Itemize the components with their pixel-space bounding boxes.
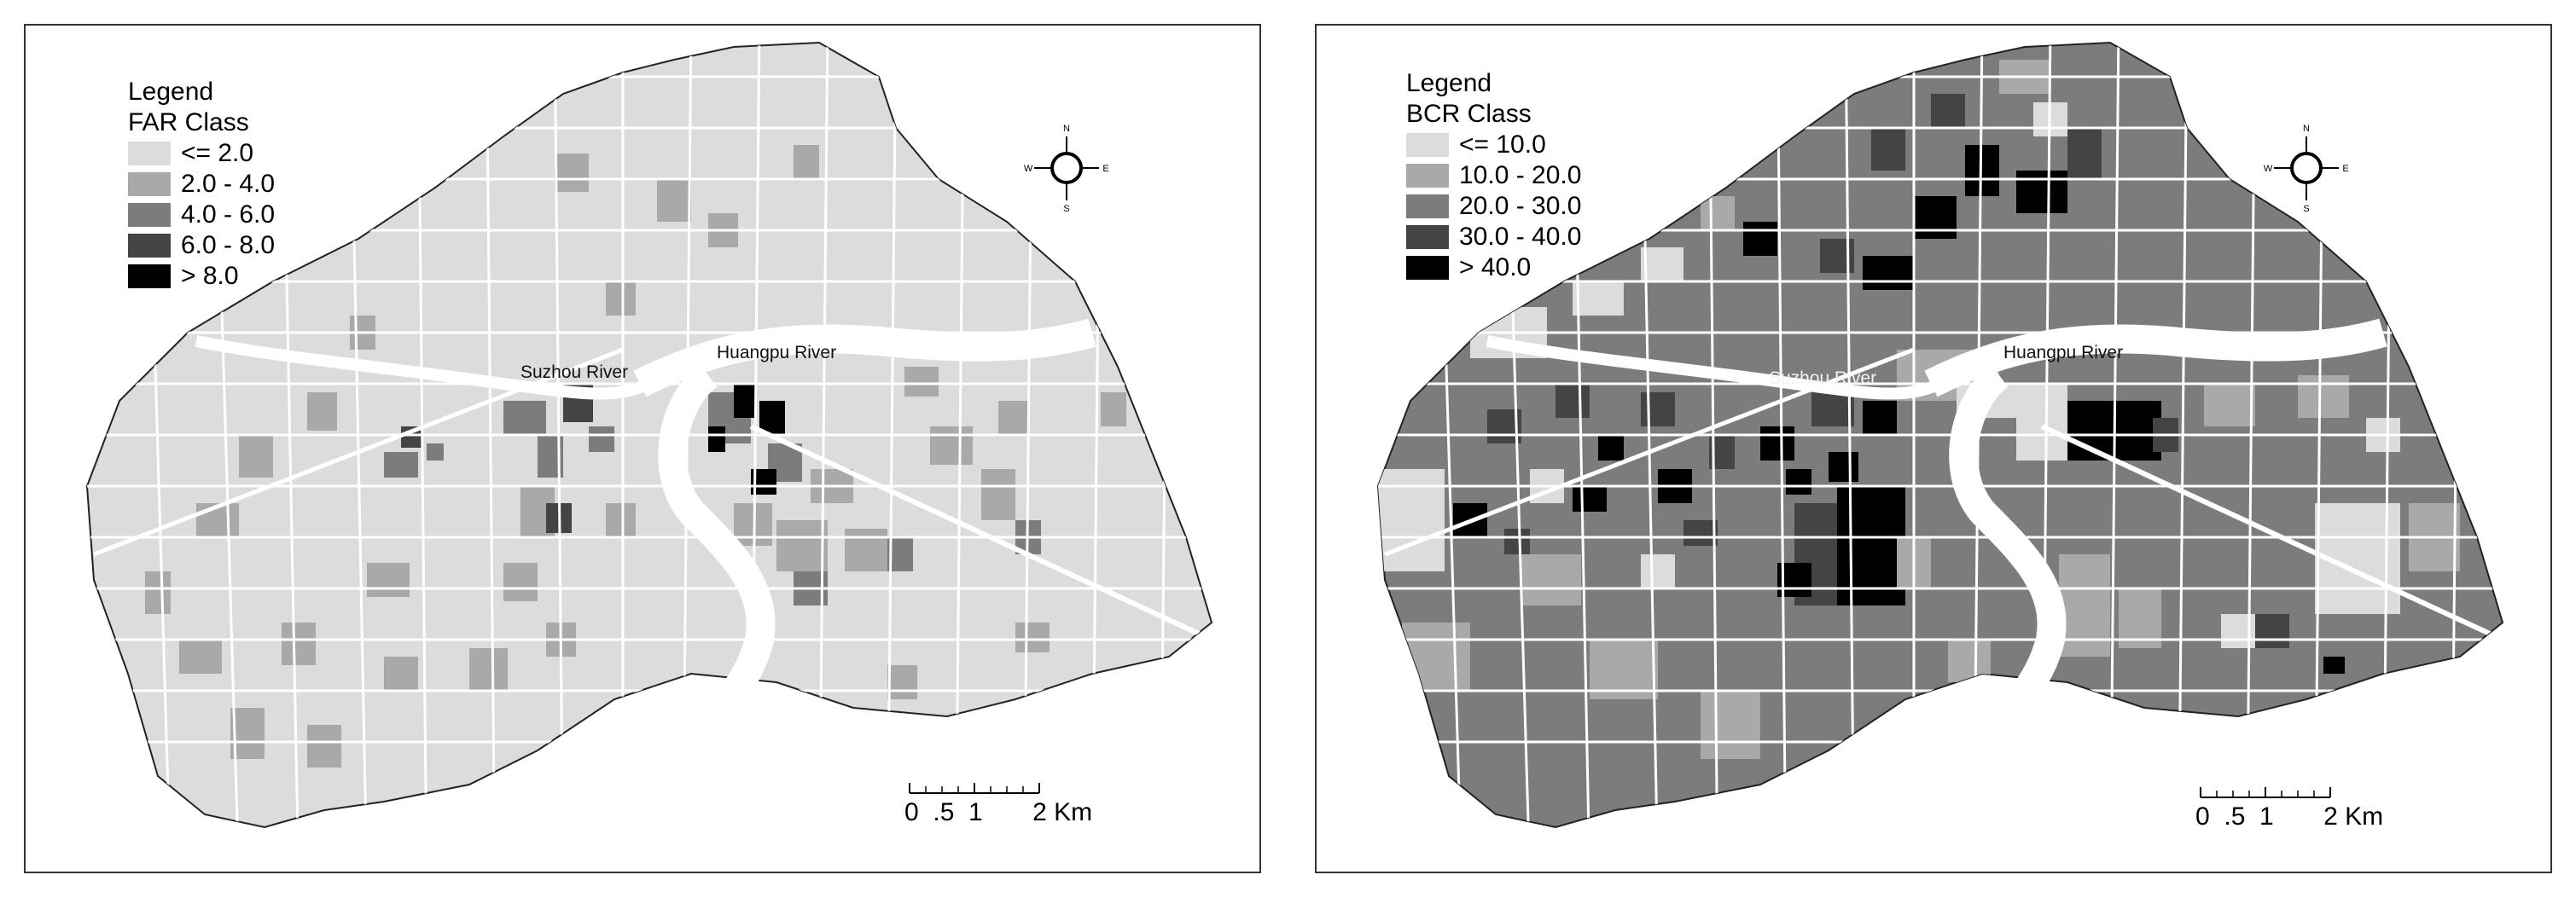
- bcr-map-panel: Legend BCR Class <= 10.0 10.0 - 20.0 20.…: [1315, 24, 2552, 873]
- scale-bar: 0 .5 1 2 Km: [2195, 780, 2383, 831]
- scale-ticks: 0 .5 1 2: [904, 798, 1047, 826]
- legend-label: 10.0 - 20.0: [1459, 161, 1582, 189]
- huangpu-river-lower: [1949, 363, 2067, 716]
- compass-s: S: [1063, 204, 1069, 213]
- scale-bar-label: 0 .5 1 2 Km: [2195, 802, 2383, 831]
- north-arrow-icon: N S E W: [1024, 119, 1109, 214]
- compass-s: S: [2303, 204, 2309, 213]
- scale-bar: 0 .5 1 2 Km: [904, 776, 1092, 827]
- far-legend: Legend FAR Class <= 2.0 2.0 - 4.0 4.0 - …: [128, 77, 275, 292]
- legend-item: 4.0 - 6.0: [128, 200, 275, 230]
- legend-label: 4.0 - 6.0: [181, 200, 276, 229]
- legend-item: 10.0 - 20.0: [1406, 160, 1581, 191]
- huangpu-river-lower: [658, 363, 776, 716]
- legend-swatch: [1406, 225, 1449, 249]
- legend-swatch: [1406, 133, 1449, 157]
- legend-item: 20.0 - 30.0: [1406, 191, 1581, 222]
- legend-item: <= 2.0: [128, 138, 275, 169]
- legend-label: > 8.0: [181, 262, 239, 290]
- suzhou-river-label: Suzhou River: [1769, 368, 1877, 388]
- legend-label: 30.0 - 40.0: [1459, 223, 1582, 251]
- far-map-panel: Legend FAR Class <= 2.0 2.0 - 4.0 4.0 - …: [24, 24, 1261, 873]
- legend-item: 30.0 - 40.0: [1406, 222, 1581, 252]
- huangpu-river-upper: [633, 318, 1096, 397]
- scale-bar-label: 0 .5 1 2 Km: [904, 798, 1092, 827]
- legend-label: 20.0 - 30.0: [1459, 192, 1582, 220]
- legend-heading: Legend: [1406, 69, 1492, 97]
- legend-item: 6.0 - 8.0: [128, 230, 275, 261]
- huangpu-river-label: Huangpu River: [717, 343, 837, 362]
- suzhou-river: [195, 335, 652, 400]
- legend-class-title: FAR Class: [128, 108, 249, 136]
- scale-ticks: 0 .5 1 2: [2195, 802, 2338, 831]
- legend-class-title: BCR Class: [1406, 100, 1532, 128]
- legend-item: 2.0 - 4.0: [128, 169, 275, 200]
- legend-swatch: [128, 264, 171, 288]
- compass-w: W: [2264, 164, 2273, 174]
- legend-swatch: [128, 234, 171, 258]
- compass-w: W: [1024, 164, 1033, 174]
- legend-label: 2.0 - 4.0: [181, 170, 276, 198]
- bcr-map-canvas: [1376, 41, 2504, 829]
- legend-swatch: [128, 142, 171, 165]
- compass-e: E: [1102, 164, 1108, 174]
- legend-heading: Legend: [128, 78, 214, 106]
- compass-e: E: [2342, 164, 2348, 174]
- legend-label: > 40.0: [1459, 253, 1532, 281]
- huangpu-river-upper: [1924, 318, 2387, 397]
- far-map-canvas: [85, 41, 1213, 829]
- legend-label: <= 2.0: [181, 139, 254, 167]
- compass-n: N: [1063, 124, 1070, 134]
- legend-label: 6.0 - 8.0: [181, 231, 276, 259]
- north-arrow-icon: N S E W: [2264, 119, 2349, 214]
- legend-swatch: [128, 172, 171, 196]
- legend-item: > 8.0: [128, 261, 275, 292]
- legend-swatch: [128, 203, 171, 227]
- scale-unit: Km: [2345, 802, 2384, 831]
- scale-unit: Km: [1054, 798, 1093, 826]
- scale-bar-icon: [2200, 787, 2331, 798]
- suzhou-river-label: Suzhou River: [520, 362, 629, 382]
- far-blocks: [145, 145, 1126, 768]
- legend-swatch: [1406, 164, 1449, 188]
- legend-item: > 40.0: [1406, 252, 1581, 283]
- legend-label: <= 10.0: [1459, 130, 1546, 159]
- legend-swatch: [1406, 256, 1449, 280]
- suzhou-river: [1486, 335, 1943, 400]
- legend-swatch: [1406, 194, 1449, 218]
- legend-item: <= 10.0: [1406, 130, 1581, 160]
- scale-bar-icon: [909, 783, 1040, 794]
- compass-n: N: [2303, 124, 2310, 134]
- huangpu-river-label: Huangpu River: [2003, 343, 2124, 362]
- bcr-legend: Legend BCR Class <= 10.0 10.0 - 20.0 20.…: [1406, 68, 1581, 283]
